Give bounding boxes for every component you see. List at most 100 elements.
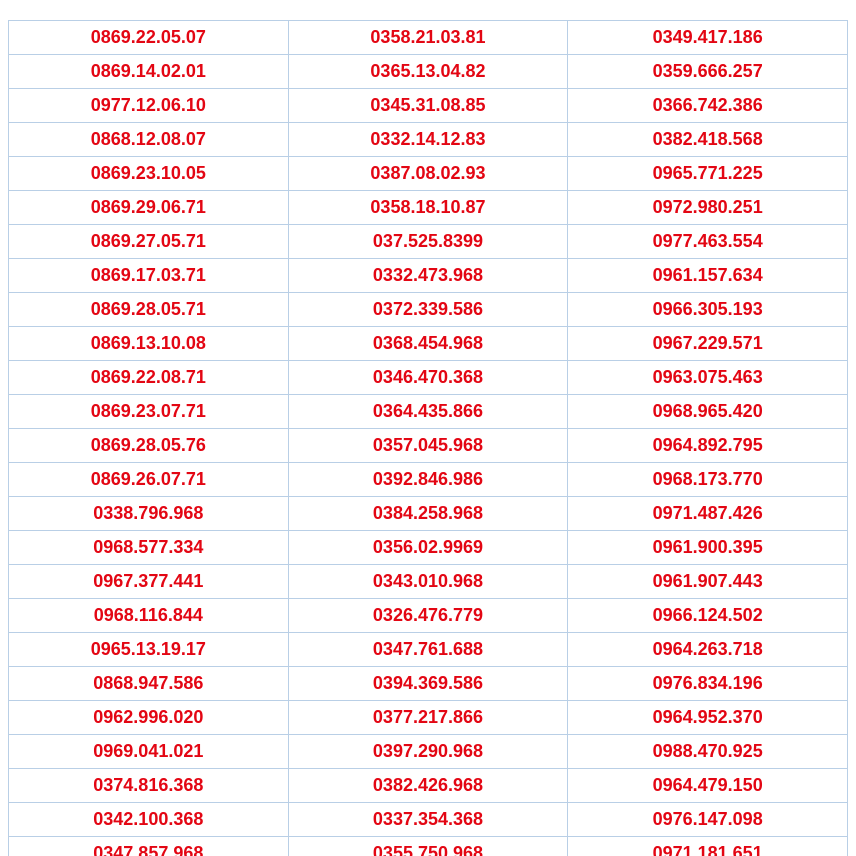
table-row: 0869.22.05.070358.21.03.810349.417.186 bbox=[9, 21, 848, 55]
table-row: 0868.947.5860394.369.5860976.834.196 bbox=[9, 667, 848, 701]
phone-number-cell: 0374.816.368 bbox=[9, 769, 289, 803]
phone-number-cell: 0968.965.420 bbox=[568, 395, 848, 429]
phone-number-cell: 0392.846.986 bbox=[288, 463, 568, 497]
phone-number-cell: 0326.476.779 bbox=[288, 599, 568, 633]
phone-number-cell: 0868.12.08.07 bbox=[9, 123, 289, 157]
phone-number-cell: 0869.29.06.71 bbox=[9, 191, 289, 225]
phone-number-cell: 0965.771.225 bbox=[568, 157, 848, 191]
phone-number-cell: 0966.305.193 bbox=[568, 293, 848, 327]
table-row: 0969.041.0210397.290.9680988.470.925 bbox=[9, 735, 848, 769]
phone-number-cell: 0337.354.368 bbox=[288, 803, 568, 837]
phone-number-cell: 0382.426.968 bbox=[288, 769, 568, 803]
table-row: 0968.116.8440326.476.7790966.124.502 bbox=[9, 599, 848, 633]
phone-number-cell: 0869.26.07.71 bbox=[9, 463, 289, 497]
phone-number-cell: 0964.952.370 bbox=[568, 701, 848, 735]
table-container: 0869.22.05.070358.21.03.810349.417.18608… bbox=[0, 0, 856, 856]
phone-number-cell: 0966.124.502 bbox=[568, 599, 848, 633]
phone-number-cell: 0968.173.770 bbox=[568, 463, 848, 497]
table-row: 0869.28.05.760357.045.9680964.892.795 bbox=[9, 429, 848, 463]
table-row: 0965.13.19.170347.761.6880964.263.718 bbox=[9, 633, 848, 667]
phone-number-cell: 0869.23.07.71 bbox=[9, 395, 289, 429]
phone-number-cell: 0869.17.03.71 bbox=[9, 259, 289, 293]
phone-number-cell: 0368.454.968 bbox=[288, 327, 568, 361]
phone-number-cell: 0964.479.150 bbox=[568, 769, 848, 803]
table-row: 0967.377.4410343.010.9680961.907.443 bbox=[9, 565, 848, 599]
phone-number-cell: 0356.02.9969 bbox=[288, 531, 568, 565]
table-row: 0868.12.08.070332.14.12.830382.418.568 bbox=[9, 123, 848, 157]
phone-number-cell: 0869.22.05.07 bbox=[9, 21, 289, 55]
phone-number-cell: 0968.577.334 bbox=[9, 531, 289, 565]
phone-number-cell: 0977.463.554 bbox=[568, 225, 848, 259]
table-row: 0869.28.05.710372.339.5860966.305.193 bbox=[9, 293, 848, 327]
phone-number-cell: 0377.217.866 bbox=[288, 701, 568, 735]
table-row: 0347.857.9680355.750.9680971.181.651 bbox=[9, 837, 848, 856]
phone-number-cell: 0971.487.426 bbox=[568, 497, 848, 531]
phone-number-cell: 0332.473.968 bbox=[288, 259, 568, 293]
phone-number-cell: 0358.21.03.81 bbox=[288, 21, 568, 55]
phone-number-cell: 0869.28.05.76 bbox=[9, 429, 289, 463]
phone-number-cell: 0869.23.10.05 bbox=[9, 157, 289, 191]
phone-number-cell: 0976.147.098 bbox=[568, 803, 848, 837]
phone-number-table: 0869.22.05.070358.21.03.810349.417.18608… bbox=[8, 20, 848, 856]
table-row: 0869.13.10.080368.454.9680967.229.571 bbox=[9, 327, 848, 361]
phone-number-cell: 0358.18.10.87 bbox=[288, 191, 568, 225]
phone-number-cell: 0364.435.866 bbox=[288, 395, 568, 429]
table-row: 0869.14.02.010365.13.04.820359.666.257 bbox=[9, 55, 848, 89]
phone-number-cell: 037.525.8399 bbox=[288, 225, 568, 259]
phone-number-cell: 0382.418.568 bbox=[568, 123, 848, 157]
phone-number-cell: 0346.470.368 bbox=[288, 361, 568, 395]
phone-number-cell: 0338.796.968 bbox=[9, 497, 289, 531]
table-row: 0869.22.08.710346.470.3680963.075.463 bbox=[9, 361, 848, 395]
phone-number-cell: 0365.13.04.82 bbox=[288, 55, 568, 89]
table-row: 0869.29.06.710358.18.10.870972.980.251 bbox=[9, 191, 848, 225]
table-row: 0869.23.10.050387.08.02.930965.771.225 bbox=[9, 157, 848, 191]
table-row: 0342.100.3680337.354.3680976.147.098 bbox=[9, 803, 848, 837]
phone-number-cell: 0869.13.10.08 bbox=[9, 327, 289, 361]
table-row: 0338.796.9680384.258.9680971.487.426 bbox=[9, 497, 848, 531]
phone-number-cell: 0961.157.634 bbox=[568, 259, 848, 293]
table-row: 0869.27.05.71037.525.83990977.463.554 bbox=[9, 225, 848, 259]
phone-number-cell: 0332.14.12.83 bbox=[288, 123, 568, 157]
phone-number-cell: 0969.041.021 bbox=[9, 735, 289, 769]
phone-number-cell: 0961.907.443 bbox=[568, 565, 848, 599]
phone-number-cell: 0384.258.968 bbox=[288, 497, 568, 531]
table-row: 0962.996.0200377.217.8660964.952.370 bbox=[9, 701, 848, 735]
phone-number-cell: 0988.470.925 bbox=[568, 735, 848, 769]
phone-number-cell: 0345.31.08.85 bbox=[288, 89, 568, 123]
phone-number-cell: 0394.369.586 bbox=[288, 667, 568, 701]
phone-number-cell: 0964.892.795 bbox=[568, 429, 848, 463]
phone-number-cell: 0965.13.19.17 bbox=[9, 633, 289, 667]
phone-number-cell: 0349.417.186 bbox=[568, 21, 848, 55]
table-row: 0869.17.03.710332.473.9680961.157.634 bbox=[9, 259, 848, 293]
phone-number-cell: 0968.116.844 bbox=[9, 599, 289, 633]
phone-number-cell: 0967.377.441 bbox=[9, 565, 289, 599]
phone-number-cell: 0387.08.02.93 bbox=[288, 157, 568, 191]
phone-number-cell: 0397.290.968 bbox=[288, 735, 568, 769]
phone-number-cell: 0971.181.651 bbox=[568, 837, 848, 856]
phone-number-cell: 0868.947.586 bbox=[9, 667, 289, 701]
phone-number-cell: 0967.229.571 bbox=[568, 327, 848, 361]
table-row: 0869.26.07.710392.846.9860968.173.770 bbox=[9, 463, 848, 497]
phone-number-cell: 0342.100.368 bbox=[9, 803, 289, 837]
phone-number-cell: 0347.857.968 bbox=[9, 837, 289, 856]
phone-number-cell: 0359.666.257 bbox=[568, 55, 848, 89]
phone-number-cell: 0964.263.718 bbox=[568, 633, 848, 667]
phone-number-cell: 0357.045.968 bbox=[288, 429, 568, 463]
table-row: 0869.23.07.710364.435.8660968.965.420 bbox=[9, 395, 848, 429]
phone-number-cell: 0963.075.463 bbox=[568, 361, 848, 395]
phone-number-cell: 0869.27.05.71 bbox=[9, 225, 289, 259]
phone-number-cell: 0355.750.968 bbox=[288, 837, 568, 856]
phone-number-cell: 0977.12.06.10 bbox=[9, 89, 289, 123]
table-row: 0977.12.06.100345.31.08.850366.742.386 bbox=[9, 89, 848, 123]
phone-number-cell: 0869.28.05.71 bbox=[9, 293, 289, 327]
phone-number-cell: 0869.14.02.01 bbox=[9, 55, 289, 89]
phone-number-cell: 0343.010.968 bbox=[288, 565, 568, 599]
phone-number-cell: 0366.742.386 bbox=[568, 89, 848, 123]
phone-number-cell: 0961.900.395 bbox=[568, 531, 848, 565]
phone-number-cell: 0347.761.688 bbox=[288, 633, 568, 667]
phone-number-cell: 0972.980.251 bbox=[568, 191, 848, 225]
table-row: 0968.577.3340356.02.99690961.900.395 bbox=[9, 531, 848, 565]
phone-number-cell: 0962.996.020 bbox=[9, 701, 289, 735]
phone-number-cell: 0372.339.586 bbox=[288, 293, 568, 327]
table-row: 0374.816.3680382.426.9680964.479.150 bbox=[9, 769, 848, 803]
